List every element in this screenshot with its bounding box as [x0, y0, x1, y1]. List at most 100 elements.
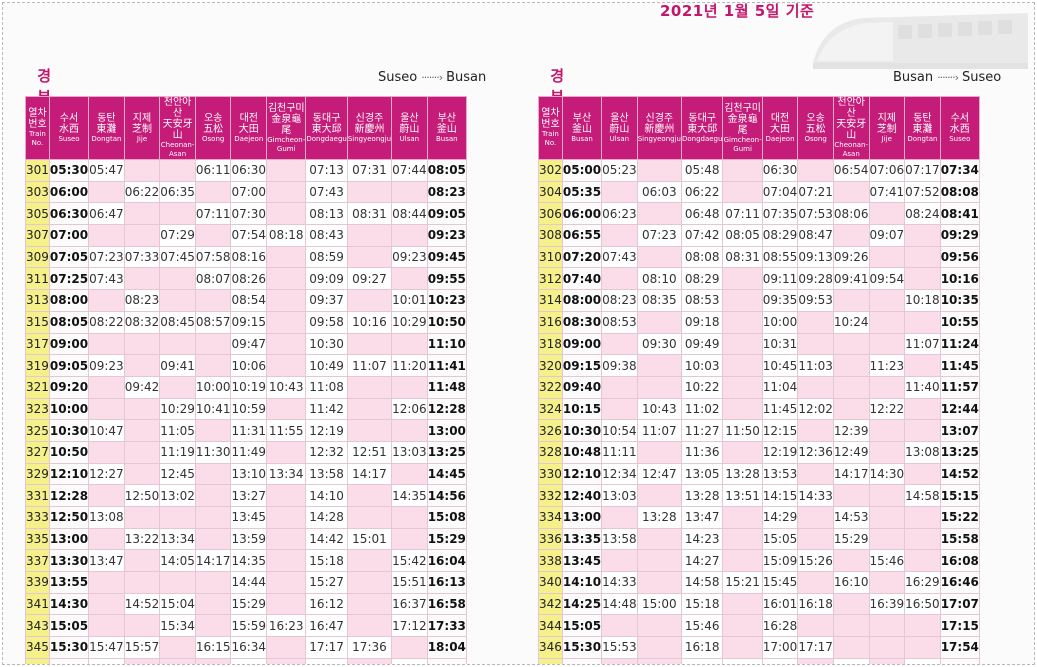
- no-stop-cell: [346, 506, 393, 529]
- train-no-header: 열차 번호 Train No.: [25, 96, 50, 160]
- stop-time: 13:47: [88, 549, 125, 573]
- table-row: 322 09:40 10:22 11:04 11:40 11:57: [538, 375, 980, 399]
- no-stop-cell: [904, 506, 941, 529]
- table-row: 329 12:10 12:27 12:45 13:10 13:34 13:58 14:17 14…: [25, 462, 467, 486]
- no-stop-cell: [88, 397, 125, 421]
- stop-time: 12:34: [601, 462, 638, 486]
- stop-time: 09:28: [797, 267, 834, 291]
- no-stop-cell: [194, 332, 232, 356]
- stop-time: 17:17: [797, 636, 834, 659]
- station-header: 지제 芝制 Jije: [868, 96, 906, 160]
- stop-time: 13:05: [680, 462, 724, 486]
- no-stop-cell: [123, 224, 161, 247]
- train-number: 344: [538, 614, 563, 638]
- table-row: 325 10:30 10:47 11:05 11:31 11:55 12:19 13:00: [25, 419, 467, 442]
- departure-time: 10:00: [48, 397, 90, 421]
- route-to: Busan: [446, 70, 487, 85]
- stop-time: 08:23: [601, 289, 638, 312]
- stop-time: 15:26: [797, 549, 834, 573]
- table-row: 317 09:00 09:47 10:30 11:10: [25, 332, 467, 356]
- stop-time: 07:17: [904, 159, 941, 182]
- stop-time: 14:15: [761, 484, 799, 507]
- stop-time: 10:41: [194, 397, 232, 421]
- route-to: Suseo: [962, 70, 1002, 85]
- no-stop-cell: [601, 397, 638, 421]
- stop-time: 08:45: [159, 310, 196, 334]
- no-stop-cell: [722, 180, 763, 204]
- arrival-time: 10:50: [426, 310, 467, 334]
- departure-time: 13:00: [48, 527, 90, 551]
- stop-time: 11:23: [868, 354, 906, 377]
- stop-time: 09:23: [88, 354, 125, 377]
- stop-time: 12:02: [797, 397, 834, 421]
- station-header: 동탄 東灘 Dongtan: [88, 96, 125, 160]
- no-stop-cell: [904, 527, 941, 551]
- train-number: 345: [25, 636, 50, 659]
- stop-time: 08:31: [346, 202, 393, 226]
- stop-time: 10:00: [761, 310, 799, 334]
- stop-time: 10:29: [391, 310, 428, 334]
- stop-time: 08:23: [123, 289, 161, 312]
- arrival-time: 13:25: [426, 440, 467, 464]
- stop-time: 15:53: [601, 636, 638, 659]
- train-number: 332: [538, 484, 563, 507]
- table-row: 328 10:48 11:11 11:36 12:19 12:36 12:49 13:08 13…: [538, 440, 980, 464]
- departure-time: 09:15: [561, 354, 603, 377]
- stop-time: 08:16: [230, 245, 268, 269]
- arrival-time: 08:23: [426, 180, 467, 204]
- stop-time: 10:24: [832, 310, 870, 334]
- route-arrow-icon: ·······›: [421, 71, 443, 84]
- train-number: 308: [538, 224, 563, 247]
- stop-time: 15:57: [123, 636, 161, 659]
- train-number: 342: [538, 592, 563, 616]
- no-stop-cell: [636, 571, 682, 594]
- departure-time: 07:25: [48, 267, 90, 291]
- departure-time: 13:35: [561, 527, 603, 551]
- stop-time: 09:49: [680, 332, 724, 356]
- stop-time: 15:21: [722, 571, 763, 594]
- arrival-time: 17:07: [939, 592, 980, 616]
- table-row: 335 13:00 13:22 13:34 13:59 14:42 15:01 15:29: [25, 527, 467, 551]
- arrival-time: 09:23: [426, 224, 467, 247]
- no-stop-cell: [868, 440, 906, 464]
- departure-time: 15:30: [48, 636, 90, 659]
- train-number: 311: [25, 267, 50, 291]
- no-stop-cell: [722, 375, 763, 399]
- stop-time: 08:53: [601, 310, 638, 334]
- no-stop-cell: [636, 657, 682, 664]
- stop-time: 13:22: [123, 527, 161, 551]
- stop-time: 06:22: [123, 180, 161, 204]
- no-stop-cell: [797, 159, 834, 182]
- stop-time: 16:22: [680, 657, 724, 664]
- train-number: 325: [25, 419, 50, 442]
- no-stop-cell: [832, 354, 870, 377]
- train-number: 301: [25, 159, 50, 182]
- header-row: 열차 번호 Train No. 부산 釜山 Busan 울산 蔚山 Ulsan 신경주 新慶州 Sin…: [538, 96, 980, 160]
- no-stop-cell: [868, 419, 906, 442]
- stop-time: 15:09: [761, 549, 799, 573]
- arrival-time: 13:07: [939, 419, 980, 442]
- no-stop-cell: [266, 354, 307, 377]
- stop-time: 16:37: [391, 592, 428, 616]
- arrival-time: 10:55: [939, 310, 980, 334]
- stop-time: 10:43: [636, 397, 682, 421]
- train-number: 320: [538, 354, 563, 377]
- no-stop-cell: [266, 245, 307, 269]
- arrival-time: 15:58: [939, 527, 980, 551]
- no-stop-cell: [159, 571, 196, 594]
- no-stop-cell: [346, 592, 393, 616]
- stop-time: 16:47: [305, 614, 348, 638]
- train-number: 324: [538, 397, 563, 421]
- table-row: 324 10:15 10:43 11:02 11:45 12:02 12:22 12:44: [538, 397, 980, 421]
- stop-time: 06:47: [88, 202, 125, 226]
- stop-time: 07:53: [797, 202, 834, 226]
- no-stop-cell: [266, 159, 307, 182]
- stop-time: 16:29: [904, 571, 941, 594]
- no-stop-cell: [797, 571, 834, 594]
- stop-time: 13:34: [266, 462, 307, 486]
- station-header: 오송 五松 Osong: [194, 96, 232, 160]
- stop-time: 13:03: [391, 440, 428, 464]
- no-stop-cell: [797, 375, 834, 399]
- no-stop-cell: [346, 375, 393, 399]
